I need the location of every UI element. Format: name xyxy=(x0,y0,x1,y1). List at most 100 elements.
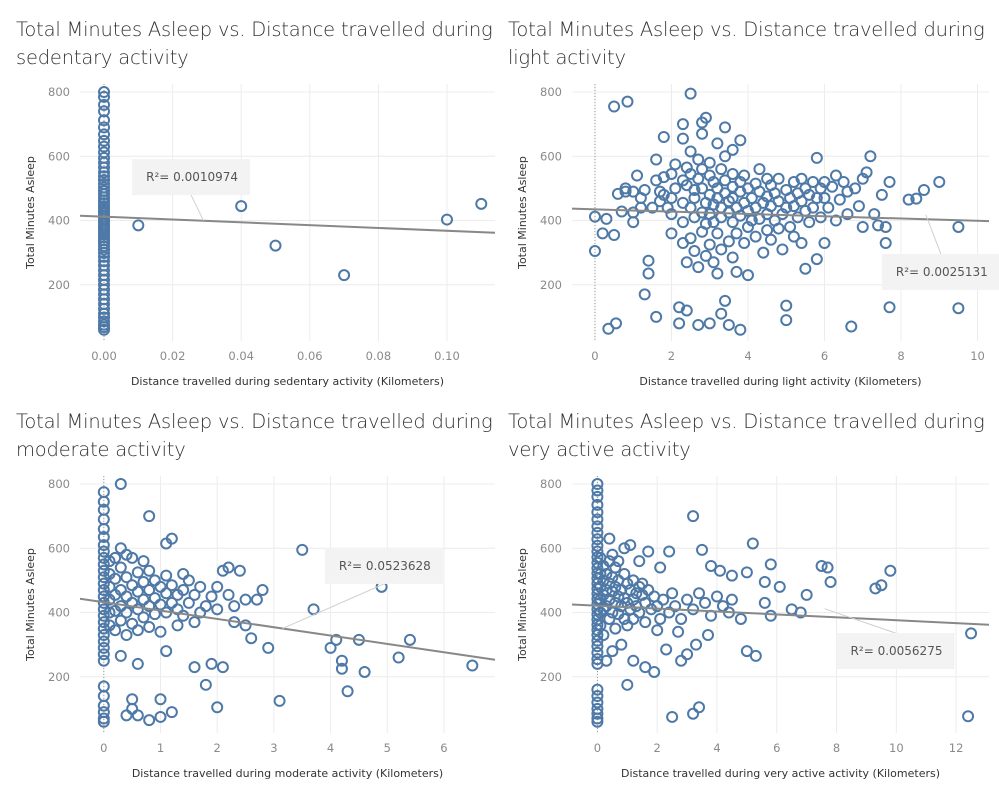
data-point xyxy=(665,227,678,240)
data-point xyxy=(711,267,724,280)
data-point xyxy=(131,657,144,670)
data-point xyxy=(103,606,116,619)
data-point xyxy=(776,243,789,256)
data-point xyxy=(239,619,252,632)
data-point xyxy=(642,267,655,280)
data-point xyxy=(188,588,201,601)
data-point xyxy=(392,651,405,664)
data-point xyxy=(591,539,604,552)
data-point xyxy=(864,150,877,163)
data-points xyxy=(98,86,488,336)
data-point xyxy=(154,598,167,611)
data-point xyxy=(821,561,834,574)
data-point xyxy=(591,533,604,546)
data-point xyxy=(730,227,743,240)
data-point xyxy=(800,588,813,601)
data-point xyxy=(673,317,686,330)
data-point xyxy=(126,702,139,715)
data-point xyxy=(738,237,751,250)
data-point xyxy=(612,555,625,568)
data-point xyxy=(591,545,604,558)
data-point xyxy=(734,185,747,198)
data-point xyxy=(688,245,701,258)
data-point xyxy=(713,564,726,577)
data-point xyxy=(114,649,127,662)
data-point xyxy=(665,208,678,221)
data-point xyxy=(588,210,601,223)
annotation-leader xyxy=(925,214,942,255)
data-point xyxy=(692,318,705,331)
data-point xyxy=(810,192,823,205)
data-point xyxy=(852,200,865,213)
data-point xyxy=(591,715,604,728)
data-point xyxy=(672,625,685,638)
data-point xyxy=(143,584,156,597)
data-point xyxy=(588,245,601,258)
data-point xyxy=(707,198,720,211)
data-point xyxy=(97,523,110,536)
data-point xyxy=(600,212,613,225)
data-point xyxy=(627,612,640,625)
data-point xyxy=(734,323,747,336)
data-point xyxy=(97,635,110,648)
data-point xyxy=(256,584,269,597)
data-point xyxy=(707,256,720,269)
data-point xyxy=(296,543,309,556)
x-tick-label: 4 xyxy=(713,741,720,755)
data-point xyxy=(715,307,728,320)
data-point xyxy=(910,192,923,205)
data-point xyxy=(673,301,686,314)
data-point xyxy=(591,690,604,703)
data-point xyxy=(660,643,673,656)
data-point xyxy=(324,641,337,654)
data-point xyxy=(680,256,693,269)
data-point xyxy=(591,646,604,659)
trend-line xyxy=(571,603,990,626)
data-point xyxy=(171,619,184,632)
data-point xyxy=(719,174,732,187)
data-point xyxy=(120,571,133,584)
data-point xyxy=(188,616,201,629)
data-point xyxy=(211,701,224,714)
data-point xyxy=(143,714,156,727)
data-point xyxy=(784,220,797,233)
data-point xyxy=(97,654,110,667)
y-tick-label: 600 xyxy=(540,149,562,163)
data-point xyxy=(273,694,286,707)
data-point xyxy=(746,537,759,550)
data-point xyxy=(814,182,827,195)
data-point xyxy=(609,622,622,635)
data-point xyxy=(165,579,178,592)
data-point xyxy=(596,227,609,240)
data-point xyxy=(722,235,735,248)
data-points xyxy=(591,478,978,728)
data-point xyxy=(824,576,837,589)
data-point xyxy=(307,603,320,616)
y-tick-label: 800 xyxy=(540,85,562,99)
data-point xyxy=(109,624,122,637)
data-point xyxy=(651,624,664,637)
data-point xyxy=(609,561,622,574)
data-point xyxy=(758,596,771,609)
x-tick-label: 8 xyxy=(897,349,904,363)
data-point xyxy=(188,661,201,674)
data-point xyxy=(603,555,616,568)
x-tick-label: 2 xyxy=(654,741,661,755)
data-point xyxy=(114,478,127,491)
data-point xyxy=(624,539,637,552)
data-point xyxy=(269,239,282,252)
data-point xyxy=(761,172,774,185)
x-tick-label: 10 xyxy=(970,349,985,363)
data-point xyxy=(131,603,144,616)
data-point xyxy=(143,620,156,633)
data-point xyxy=(684,232,697,245)
data-point xyxy=(787,230,800,243)
data-point xyxy=(799,262,812,275)
data-point xyxy=(98,105,111,118)
data-point xyxy=(654,561,667,574)
y-tick-label: 200 xyxy=(48,670,70,684)
data-point xyxy=(177,584,190,597)
data-point xyxy=(97,699,110,712)
data-point xyxy=(699,217,712,230)
data-point xyxy=(97,539,110,552)
